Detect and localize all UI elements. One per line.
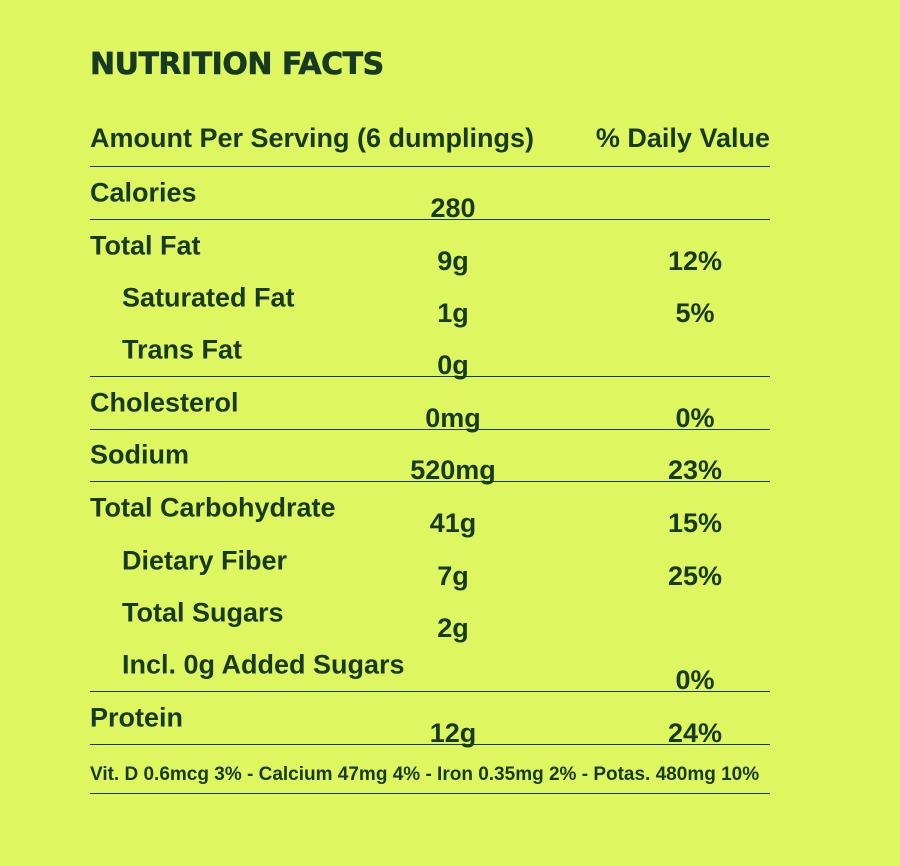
nutrition-facts-panel: NUTRITION FACTS Amount Per Serving (6 du… (90, 40, 770, 794)
nutrient-row: Sodium 520mg 23% (90, 430, 770, 486)
nutrition-title: NUTRITION FACTS (90, 47, 385, 83)
nutrient-label: Incl. 0g Added Sugars (122, 649, 405, 680)
nutrient-label: Total Sugars (122, 597, 284, 628)
micronutrients-footer: Vit. D 0.6mcg 3% - Calcium 47mg 4% - Iro… (90, 745, 770, 794)
nutrient-label: Total Fat (90, 230, 201, 261)
nutrient-row: Total Sugars 2g (90, 587, 770, 644)
nutrient-amount: 7g (437, 560, 469, 591)
nutrient-daily-value: 5% (675, 298, 715, 329)
nutrient-daily-value: 12% (667, 245, 723, 276)
nutrient-amount: 2g (437, 613, 469, 644)
nutrient-amount: 280 (430, 192, 476, 223)
nutrient-row: Trans Fat 0g (90, 325, 770, 381)
nutrient-row: Total Carbohydrate 41g 15% (90, 482, 770, 539)
serving-size-label: Amount Per Serving (6 dumplings) (90, 122, 535, 153)
nutrient-daily-value: 24% (667, 717, 723, 748)
nutrient-amount: 9g (437, 245, 469, 276)
nutrient-label: Total Carbohydrate (90, 492, 336, 523)
nutrient-amount: 1g (437, 298, 469, 329)
nutrient-label: Trans Fat (122, 334, 243, 365)
nutrient-row: Calories 280 (90, 167, 770, 223)
nutrient-row: Total Fat 9g 12% (90, 220, 770, 276)
nutrient-row: Cholesterol 0mg 0% (90, 377, 770, 433)
nutrient-row: Protein 12g 24% (90, 692, 770, 748)
nutrient-table: Calories 280 Total Fat 9g 12% Saturated … (90, 167, 770, 748)
nutrient-daily-value: 0% (675, 665, 715, 696)
nutrient-row: Saturated Fat 1g 5% (90, 272, 770, 329)
serving-header: Amount Per Serving (6 dumplings) % Daily… (90, 104, 770, 167)
nutrient-amount: 520mg (410, 455, 496, 486)
nutrient-label: Protein (90, 702, 184, 733)
nutrient-amount: 0mg (425, 402, 481, 433)
nutrient-label: Calories (90, 177, 197, 208)
daily-value-header: % Daily Value (595, 122, 770, 153)
nutrient-daily-value: 0% (675, 402, 715, 433)
nutrient-daily-value: 15% (667, 508, 723, 539)
nutrient-amount: 12g (429, 717, 477, 748)
nutrient-label: Dietary Fiber (122, 545, 288, 576)
nutrient-row: Incl. 0g Added Sugars 0% (90, 640, 770, 696)
nutrient-daily-value: 25% (667, 560, 723, 591)
nutrient-label: Saturated Fat (122, 282, 295, 313)
nutrient-amount: 0g (437, 350, 469, 381)
nutrient-row: Dietary Fiber 7g 25% (90, 535, 770, 591)
nutrient-label: Cholesterol (90, 387, 239, 418)
nutrient-daily-value: 23% (667, 455, 723, 486)
nutrient-amount: 41g (429, 508, 477, 539)
nutrient-label: Sodium (90, 439, 189, 470)
